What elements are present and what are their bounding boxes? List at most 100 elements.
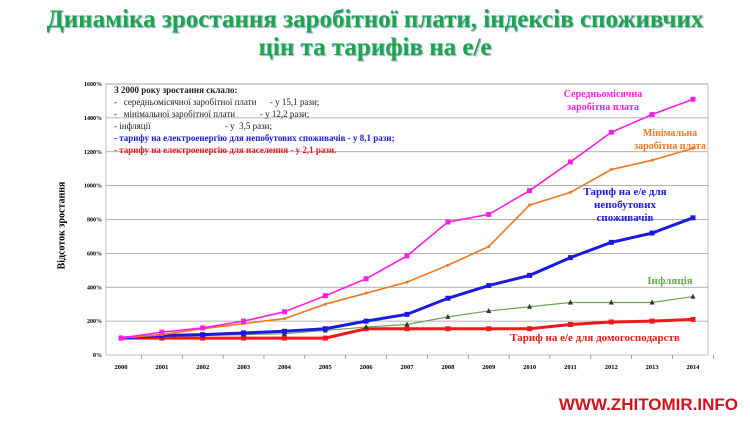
data-point xyxy=(567,159,573,165)
data-point xyxy=(527,188,533,194)
note-line-blue: - тарифу на електроенергію для непобутов… xyxy=(114,133,395,143)
data-point xyxy=(608,319,614,325)
x-tick-label: 2010 xyxy=(523,364,536,371)
x-tick-label: 2004 xyxy=(278,364,292,371)
data-point xyxy=(322,293,328,299)
data-point xyxy=(649,299,655,305)
data-point xyxy=(567,322,573,328)
x-tick-label: 2007 xyxy=(401,364,415,371)
data-point xyxy=(527,326,533,332)
data-point xyxy=(608,299,614,305)
x-tick-label: 2005 xyxy=(319,364,333,371)
x-tick-label: 2013 xyxy=(646,364,660,371)
data-point xyxy=(528,203,532,207)
y-tick-label: 1600% xyxy=(84,82,102,88)
x-tick-label: 2006 xyxy=(360,364,374,371)
y-tick-label: 400% xyxy=(87,285,102,291)
data-point xyxy=(486,307,492,313)
x-tick-label: 2014 xyxy=(687,364,701,371)
y-axis-label: Відсоток зростання xyxy=(56,181,68,270)
y-tick-label: 800% xyxy=(87,218,102,224)
data-point xyxy=(200,332,206,338)
data-point xyxy=(323,302,327,306)
y-tick-label: 0% xyxy=(93,353,102,359)
data-point xyxy=(445,326,451,332)
notes-box: З 2000 року зростання склало: - середньо… xyxy=(114,84,395,156)
data-point xyxy=(363,324,369,330)
series-label-min-wage: Мінімальна заробітна плата xyxy=(634,128,706,152)
title-line-2: цін та тарифів на е/е xyxy=(258,34,492,61)
data-point xyxy=(281,328,287,334)
data-point xyxy=(282,317,286,321)
data-point xyxy=(404,311,410,317)
data-point xyxy=(690,96,696,102)
data-point xyxy=(608,239,614,245)
data-point xyxy=(118,335,124,341)
slide-title: Динаміка зростання заробітної плати, інд… xyxy=(0,6,750,62)
data-point xyxy=(445,295,451,301)
series-label-households: Тариф на е/е для домогосподарств xyxy=(510,332,680,344)
data-point xyxy=(486,211,492,217)
x-tick-label: 2001 xyxy=(155,364,168,371)
series-label-nonresidential: Тариф на е/е для непобутових споживачів xyxy=(583,186,667,224)
note-line: - середньомісячної заробітної плати - у … xyxy=(114,97,320,107)
y-tick-label: 600% xyxy=(87,251,102,257)
data-point xyxy=(527,303,533,309)
data-point xyxy=(649,230,655,236)
title-line-1: Динаміка зростання заробітної плати, інд… xyxy=(46,6,704,33)
data-point xyxy=(445,313,451,319)
note-line: - мінімальної заробітної плати - у 12,2 … xyxy=(114,109,310,119)
x-tick-label: 2012 xyxy=(605,364,618,371)
x-tick-label: 2002 xyxy=(196,364,209,371)
data-point xyxy=(568,190,572,194)
series-label-avg-wage: Середньомісячна заробітна плата xyxy=(563,89,643,113)
data-point xyxy=(363,318,369,324)
data-point xyxy=(650,158,654,162)
data-point xyxy=(649,111,655,117)
data-point xyxy=(527,272,533,278)
data-point xyxy=(486,326,492,332)
series-line xyxy=(120,216,694,340)
note-line-red: - тарифу на електроенергію для населення… xyxy=(114,145,337,155)
data-point xyxy=(486,283,492,289)
y-tick-label: 1200% xyxy=(84,150,102,156)
data-point xyxy=(445,219,451,225)
data-point xyxy=(200,335,206,341)
data-point xyxy=(363,276,369,282)
data-point xyxy=(404,253,410,259)
notes-heading: З 2000 року зростання склало: xyxy=(114,85,238,95)
data-point xyxy=(322,335,328,341)
x-tick-label: 2008 xyxy=(441,364,455,371)
y-tick-label: 200% xyxy=(87,319,102,325)
data-point xyxy=(404,321,410,327)
note-line: - інфляції - у 3,5 рази; xyxy=(114,121,272,131)
y-tick-label: 1400% xyxy=(84,116,102,122)
data-point xyxy=(691,146,695,150)
data-point xyxy=(446,263,450,267)
data-point xyxy=(281,309,287,315)
data-point xyxy=(608,129,614,135)
data-point xyxy=(690,316,696,322)
series-label-inflation: Інфляція xyxy=(647,275,693,287)
x-tick-label: 2000 xyxy=(115,364,128,371)
data-point xyxy=(200,325,206,331)
data-point xyxy=(241,335,247,341)
data-point xyxy=(487,245,491,249)
data-point xyxy=(649,318,655,324)
data-point xyxy=(322,326,328,332)
data-point xyxy=(159,329,165,335)
x-tick-label: 2009 xyxy=(482,364,496,371)
data-point xyxy=(364,291,368,295)
x-tick-label: 2011 xyxy=(564,364,577,371)
y-tick-label: 1000% xyxy=(84,184,102,190)
data-point xyxy=(281,335,287,341)
data-point xyxy=(690,293,696,299)
data-point xyxy=(609,168,613,172)
data-point xyxy=(567,299,573,305)
data-point xyxy=(404,326,410,332)
watermark: WWW.ZHITOMIR.INFO xyxy=(558,395,738,414)
data-point xyxy=(405,280,409,284)
x-tick-label: 2003 xyxy=(237,364,251,371)
data-point xyxy=(690,215,696,221)
